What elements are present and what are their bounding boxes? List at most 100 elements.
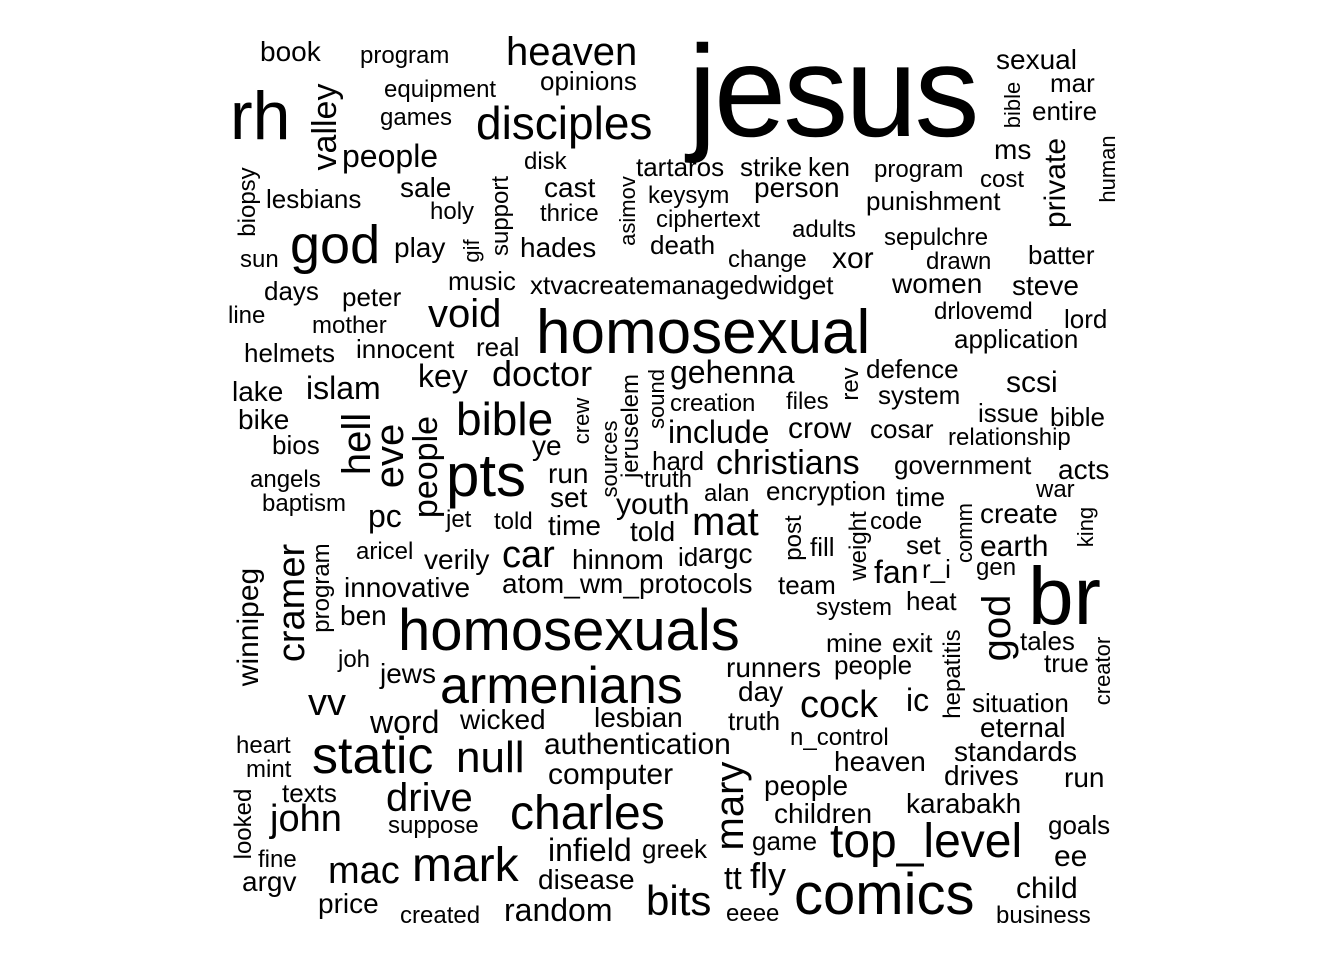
- word-goals: goals: [1048, 810, 1111, 840]
- word-truth-1: truth: [644, 466, 693, 493]
- word-fly: fly: [750, 855, 786, 896]
- word-person: person: [754, 172, 840, 203]
- word-strike: strike: [740, 152, 803, 182]
- word-thrice: thrice: [540, 200, 599, 227]
- word-alan: alan: [704, 480, 750, 507]
- word-bios: bios: [272, 430, 320, 460]
- word-fan: fan: [874, 554, 919, 590]
- word-opinions: opinions: [540, 66, 637, 96]
- word-tales: tales: [1020, 626, 1075, 656]
- word-authentication: authentication: [544, 728, 731, 761]
- word-runners: runners: [726, 652, 821, 683]
- word-child: child: [1016, 872, 1078, 905]
- word-lesbian: lesbian: [594, 702, 683, 733]
- word-people-1: people: [342, 138, 439, 174]
- word-ic: ic: [906, 682, 930, 718]
- word-xtvacreatemanagedwidget: xtvacreatemanagedwidget: [530, 270, 834, 300]
- word-play: play: [394, 232, 446, 263]
- word-john: john: [270, 798, 342, 840]
- word-greek: greek: [642, 834, 708, 864]
- word-pc: pc: [368, 498, 402, 534]
- word-ye: ye: [532, 430, 562, 461]
- word-book: book: [260, 36, 321, 67]
- word-gen: gen: [976, 554, 1017, 581]
- word-drive: drive: [386, 776, 473, 820]
- word-key: key: [418, 358, 468, 394]
- word-r-i: r_i: [922, 554, 951, 584]
- word-cost: cost: [980, 166, 1025, 193]
- word-earth: earth: [980, 530, 1049, 563]
- word-people-3: people: [834, 650, 913, 680]
- word-creator: creator: [1090, 636, 1115, 706]
- word-mary: mary: [708, 761, 752, 851]
- word-void: void: [428, 292, 502, 336]
- word-tartaros: tartaros: [636, 152, 725, 182]
- word-truth-2: truth: [728, 706, 781, 736]
- word-hepatitis: hepatitis: [939, 629, 966, 719]
- word-innovative: innovative: [344, 572, 471, 603]
- word-files: files: [786, 388, 829, 415]
- word-entire: entire: [1032, 96, 1098, 126]
- word-encryption: encryption: [766, 476, 886, 506]
- word-eeee: eeee: [726, 900, 780, 927]
- word-program-2: program: [874, 156, 964, 183]
- word-hinnom: hinnom: [572, 544, 664, 575]
- word-day: day: [738, 676, 784, 707]
- word-situation: situation: [972, 688, 1069, 718]
- word-atom-wm-protocols: atom_wm_protocols: [502, 568, 753, 599]
- word-true: true: [1044, 648, 1089, 678]
- word-christians: christians: [716, 444, 860, 482]
- word-ciphertext: ciphertext: [656, 206, 761, 233]
- word-heat: heat: [906, 586, 957, 616]
- word-crew: crew: [569, 397, 594, 445]
- word-post: post: [780, 515, 807, 561]
- word-sexual: sexual: [996, 44, 1077, 75]
- word-gif: gif: [459, 239, 484, 263]
- word-computer: computer: [548, 758, 674, 791]
- word-women: women: [892, 268, 983, 299]
- word-peter: peter: [342, 282, 402, 312]
- word-adults: adults: [792, 216, 857, 243]
- word-comm: comm: [952, 503, 977, 563]
- word-change: change: [728, 246, 807, 273]
- word-system-2: system: [816, 594, 893, 621]
- word-people-2: people: [764, 770, 849, 801]
- word-winnipeg: winnipeg: [232, 567, 265, 687]
- word-creation: creation: [670, 390, 756, 417]
- word-mother: mother: [312, 312, 387, 339]
- word-relationship: relationship: [948, 424, 1071, 451]
- word-sound: sound: [644, 369, 669, 429]
- word-disciples: disciples: [476, 97, 653, 149]
- word-standards: standards: [954, 736, 1077, 767]
- word-mint: mint: [246, 756, 292, 783]
- word-holy: holy: [430, 198, 475, 225]
- word-n-control: n_control: [790, 724, 889, 751]
- word-king: king: [1073, 506, 1098, 548]
- word-asimov: asimov: [615, 176, 640, 246]
- word-bike: bike: [238, 404, 290, 435]
- word-program-1: program: [360, 42, 450, 69]
- word-karabakh: karabakh: [906, 788, 1022, 819]
- word-mar: mar: [1050, 68, 1095, 98]
- word-crow: crow: [788, 412, 852, 445]
- word-set-2: set: [906, 530, 941, 560]
- word-told-1: told: [494, 508, 533, 535]
- word-heart: heart: [236, 732, 291, 759]
- word-eternal: eternal: [980, 712, 1066, 743]
- word-children: children: [774, 798, 873, 829]
- word-mac: mac: [328, 850, 400, 892]
- word-eve: eve: [368, 423, 412, 489]
- word-argv: argv: [242, 866, 297, 897]
- word-music: music: [448, 266, 516, 296]
- word-real: real: [476, 332, 520, 362]
- word-heaven-2: heaven: [834, 746, 926, 777]
- word-scsi: scsi: [1006, 366, 1058, 399]
- word-charles: charles: [510, 787, 665, 840]
- word-government: government: [894, 450, 1032, 480]
- word-days: days: [264, 276, 319, 306]
- word-argc: argc: [698, 538, 753, 569]
- word-private: private: [1039, 137, 1072, 229]
- word-valley: valley: [306, 83, 344, 171]
- word-application: application: [954, 324, 1079, 354]
- word-created: created: [400, 902, 481, 929]
